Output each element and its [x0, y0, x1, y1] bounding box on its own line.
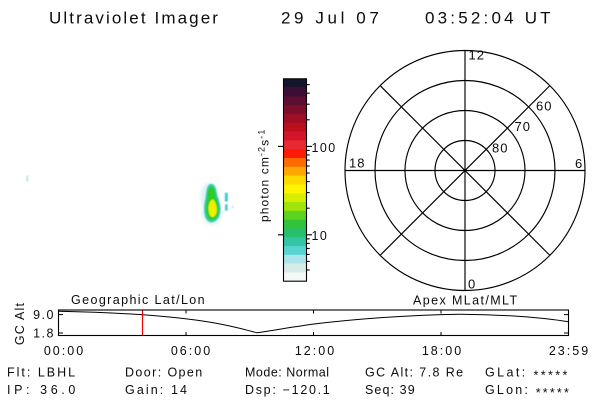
svg-text:Gain: 14: Gain: 14: [125, 383, 189, 397]
svg-text:Dsp: −120.1: Dsp: −120.1: [245, 383, 331, 397]
svg-text:12:00: 12:00: [295, 344, 336, 358]
svg-text:23:59: 23:59: [549, 344, 590, 358]
svg-text:06:00: 06:00: [171, 344, 212, 358]
svg-text:Door: Open: Door: Open: [125, 366, 204, 380]
svg-text:Apex MLat/MLT: Apex MLat/MLT: [413, 294, 519, 308]
svg-text:1.8: 1.8: [33, 326, 55, 340]
svg-text:IP: 36.0: IP: 36.0: [7, 383, 79, 397]
svg-text:Geographic Lat/Lon: Geographic Lat/Lon: [71, 293, 206, 307]
svg-text:18:00: 18:00: [422, 344, 463, 358]
svg-text:12: 12: [469, 48, 485, 63]
svg-text:29 Jul 07: 29 Jul 07: [281, 9, 382, 28]
svg-text:0: 0: [468, 277, 476, 292]
svg-text:photon cm-2s-1: photon cm-2s-1: [257, 129, 272, 222]
svg-text:18: 18: [349, 156, 365, 171]
svg-text:80: 80: [492, 141, 508, 156]
svg-text:Mode: Normal: Mode: Normal: [245, 366, 330, 380]
svg-text:00:00: 00:00: [44, 344, 85, 358]
svg-text:GLon: *****: GLon: *****: [485, 383, 571, 400]
svg-text:GC Alt: 7.8 Re: GC Alt: 7.8 Re: [365, 366, 465, 380]
svg-text:70: 70: [515, 119, 531, 134]
svg-text:10: 10: [312, 229, 329, 243]
svg-text:03:52:04 UT: 03:52:04 UT: [425, 9, 554, 28]
svg-text:Seq: 39: Seq: 39: [365, 383, 416, 397]
svg-text:9.0: 9.0: [33, 308, 55, 322]
svg-text:100: 100: [312, 141, 337, 155]
svg-text:Flt: LBHL: Flt: LBHL: [7, 366, 77, 380]
svg-text:Ultraviolet Imager: Ultraviolet Imager: [49, 9, 220, 28]
svg-text:GC Alt: GC Alt: [13, 302, 27, 345]
svg-text:60: 60: [536, 99, 552, 114]
svg-text:GLat: *****: GLat: *****: [485, 366, 570, 383]
svg-text:6: 6: [575, 156, 583, 171]
